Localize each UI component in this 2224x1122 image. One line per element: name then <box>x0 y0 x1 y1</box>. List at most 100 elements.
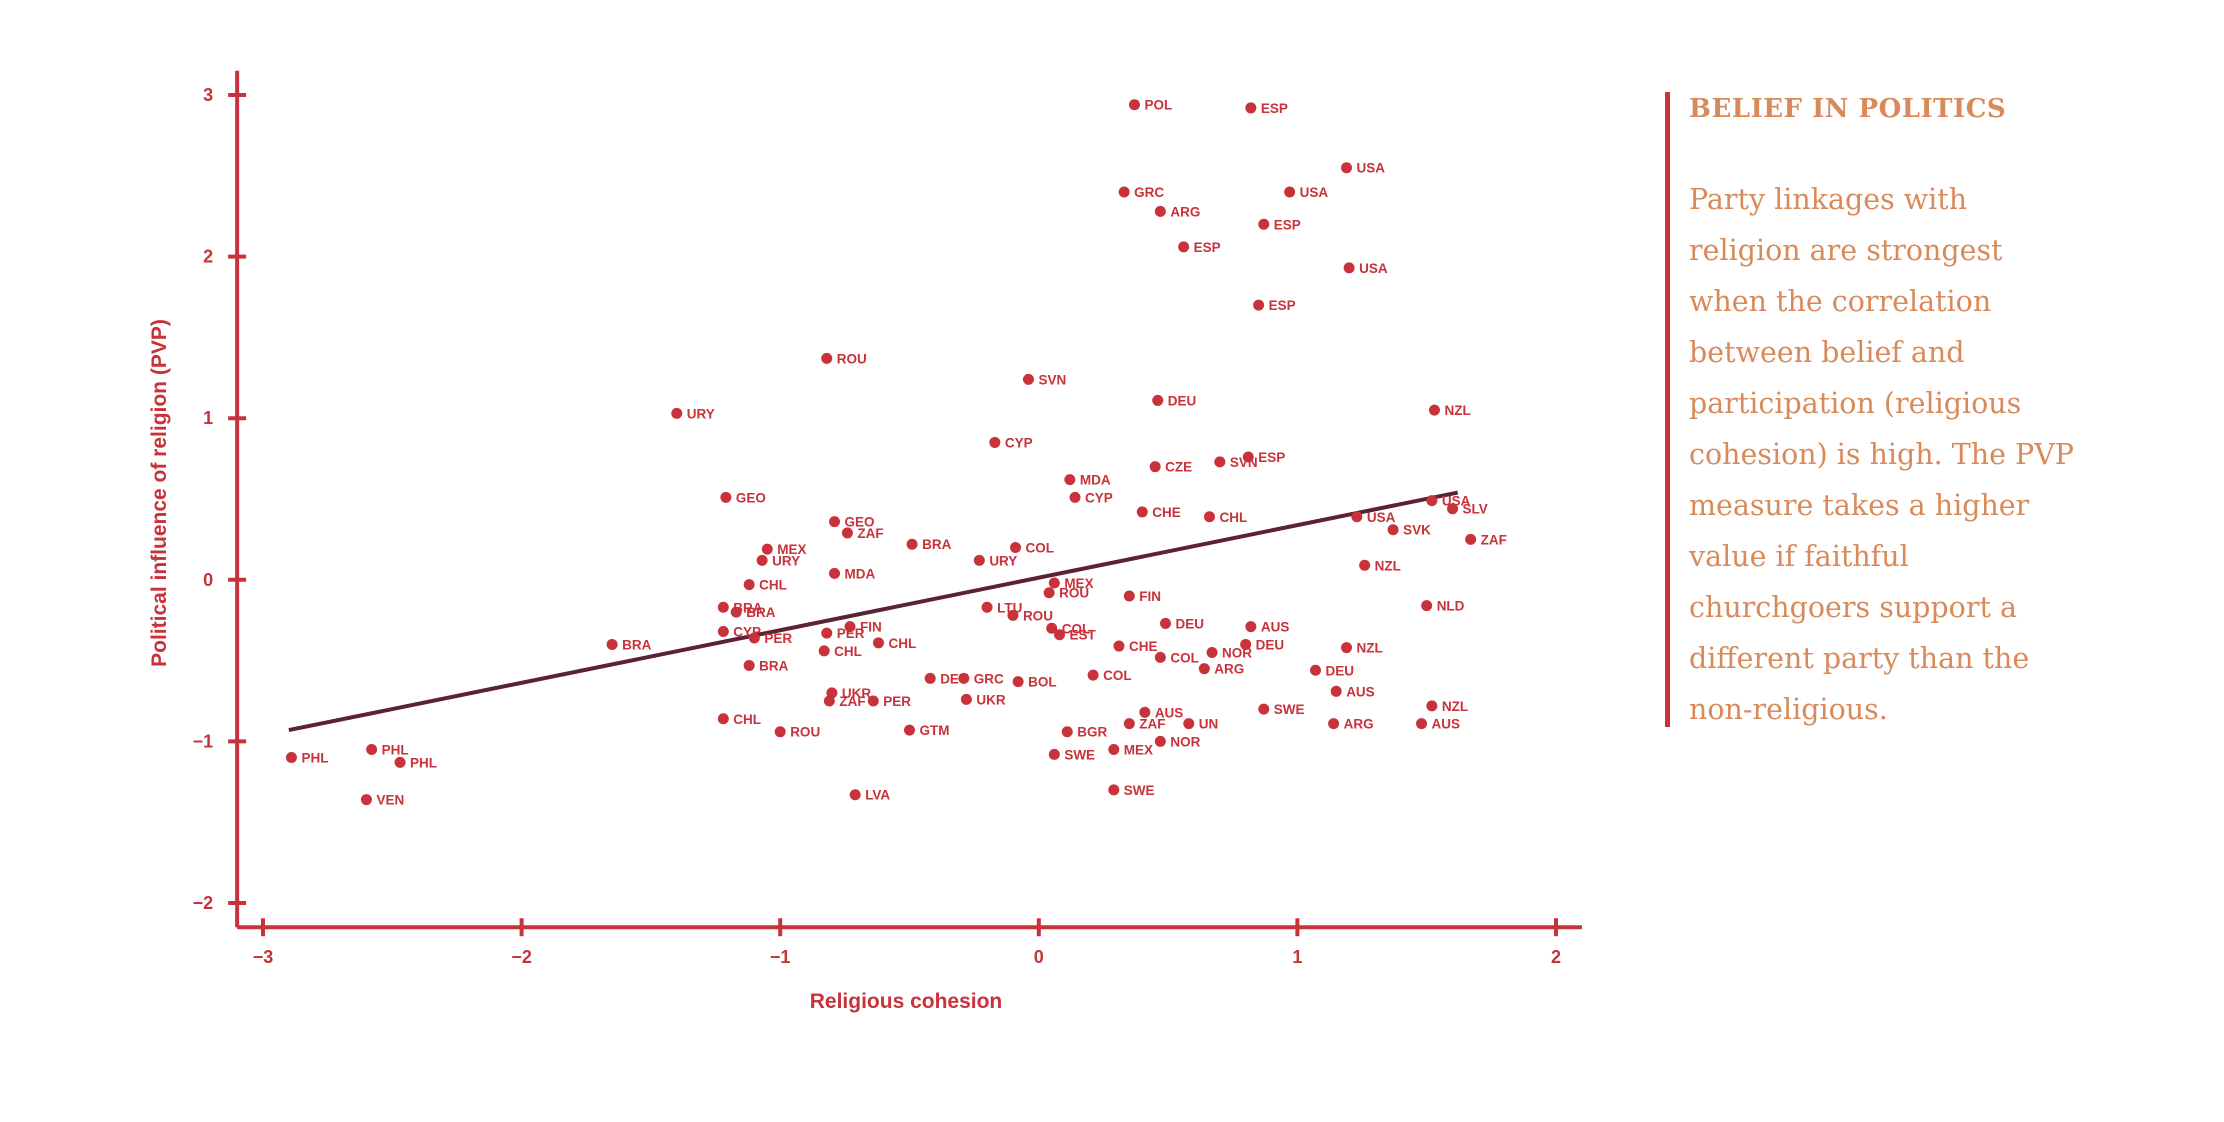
data-point: ZAF <box>1123 717 1166 732</box>
point-label: GEO <box>736 490 766 505</box>
point-marker <box>1123 718 1135 730</box>
point-marker <box>1123 590 1135 602</box>
point-marker <box>872 637 884 649</box>
point-label: AUS <box>1432 717 1461 732</box>
point-label: BRA <box>622 637 651 652</box>
point-label: ZAF <box>839 694 865 709</box>
data-point: ARG <box>1198 662 1244 677</box>
data-point: PER <box>748 631 792 646</box>
point-label: COL <box>1062 621 1091 636</box>
data-point: COL <box>1087 668 1132 683</box>
point-label: ESP <box>1261 101 1288 116</box>
point-label: DEU <box>1326 663 1355 678</box>
point-marker <box>717 626 729 638</box>
point-label: BRA <box>922 537 951 552</box>
point-marker <box>1064 474 1076 486</box>
point-label: MEX <box>777 542 806 557</box>
point-label: COL <box>1103 668 1132 683</box>
x-tick-label: 0 <box>1034 947 1044 967</box>
y-axis-title: Political influence of religion (PVP) <box>148 319 171 667</box>
point-label: MEX <box>1064 576 1093 591</box>
point-label: FIN <box>1139 589 1161 604</box>
point-marker <box>1284 186 1296 198</box>
data-point: ROU <box>1043 586 1089 601</box>
data-point: BRA <box>730 605 776 620</box>
point-label: ROU <box>837 351 867 366</box>
trendline <box>288 490 1459 733</box>
point-marker <box>1387 524 1399 536</box>
point-marker <box>1198 663 1210 675</box>
x-tick-label: 2 <box>1551 947 1561 967</box>
point-label: ARG <box>1344 717 1374 732</box>
point-marker <box>1253 299 1265 311</box>
point-label: PER <box>764 631 792 646</box>
point-marker <box>821 352 833 364</box>
point-marker <box>1152 394 1164 406</box>
point-marker <box>366 743 378 755</box>
data-point: AUS <box>1245 620 1289 635</box>
point-label: NZL <box>1375 558 1401 573</box>
data-point: MDA <box>1064 473 1111 488</box>
point-marker <box>717 601 729 613</box>
point-marker <box>1183 718 1195 730</box>
data-point: BRA <box>743 658 789 673</box>
data-point: ESP <box>1245 101 1288 116</box>
point-label: NLD <box>1437 599 1465 614</box>
data-point: SWE <box>1258 702 1305 717</box>
point-marker <box>1113 640 1125 652</box>
point-marker <box>821 627 833 639</box>
point-label: EST <box>1069 628 1096 643</box>
point-marker <box>1007 609 1019 621</box>
data-point: ARG <box>1154 204 1200 219</box>
point-marker <box>1203 511 1215 523</box>
point-marker <box>981 601 993 613</box>
data-point: GRC <box>958 671 1004 686</box>
point-marker <box>720 491 732 503</box>
point-marker <box>1245 621 1257 633</box>
point-label: DEU <box>1168 393 1197 408</box>
point-marker <box>1351 511 1363 523</box>
point-marker <box>1087 669 1099 681</box>
point-label: GTM <box>920 723 950 738</box>
point-marker <box>841 527 853 539</box>
data-point: MEX <box>761 542 807 557</box>
point-label: NZL <box>1444 403 1470 418</box>
point-label: CHE <box>1129 639 1158 654</box>
data-point: FIN <box>844 620 882 635</box>
point-label: SWE <box>1274 702 1305 717</box>
point-marker <box>1214 456 1226 468</box>
point-marker <box>285 752 297 764</box>
data-point: CHE <box>1113 639 1157 654</box>
point-label: ESP <box>1274 217 1301 232</box>
point-label: VEN <box>376 793 404 808</box>
point-marker <box>394 756 406 768</box>
point-label: COL <box>1170 650 1199 665</box>
data-point: USA <box>1351 510 1396 525</box>
point-marker <box>1421 600 1433 612</box>
point-label: NOR <box>1222 646 1252 661</box>
point-label: NOR <box>1170 734 1200 749</box>
point-marker <box>1206 647 1218 659</box>
point-marker <box>606 638 618 650</box>
data-point: NZL <box>1341 641 1383 656</box>
point-label: AUS <box>1261 620 1290 635</box>
point-label: BRA <box>746 605 775 620</box>
point-marker <box>958 672 970 684</box>
data-point: COL <box>1154 650 1199 665</box>
data-point: URY <box>756 553 800 568</box>
data-point: USA <box>1341 161 1385 176</box>
data-point: MEX <box>1048 576 1094 591</box>
point-label: AUS <box>1155 705 1184 720</box>
data-point: VEN <box>360 793 404 808</box>
data-point: ESP <box>1178 240 1221 255</box>
point-label: CHE <box>1152 505 1181 520</box>
y-tick-label: 1 <box>203 408 213 428</box>
point-marker <box>1328 718 1340 730</box>
points-layer: POL ESP USA GRC USA ARG ESP ESP USA ESP ROU SVN DEU U… <box>285 98 1507 808</box>
point-marker <box>761 543 773 555</box>
point-label: BOL <box>1028 675 1057 690</box>
point-label: SVN <box>1230 455 1258 470</box>
y-tick-label: −2 <box>193 893 214 913</box>
data-point: ARG <box>1328 717 1374 732</box>
data-point: COL <box>1046 621 1090 636</box>
